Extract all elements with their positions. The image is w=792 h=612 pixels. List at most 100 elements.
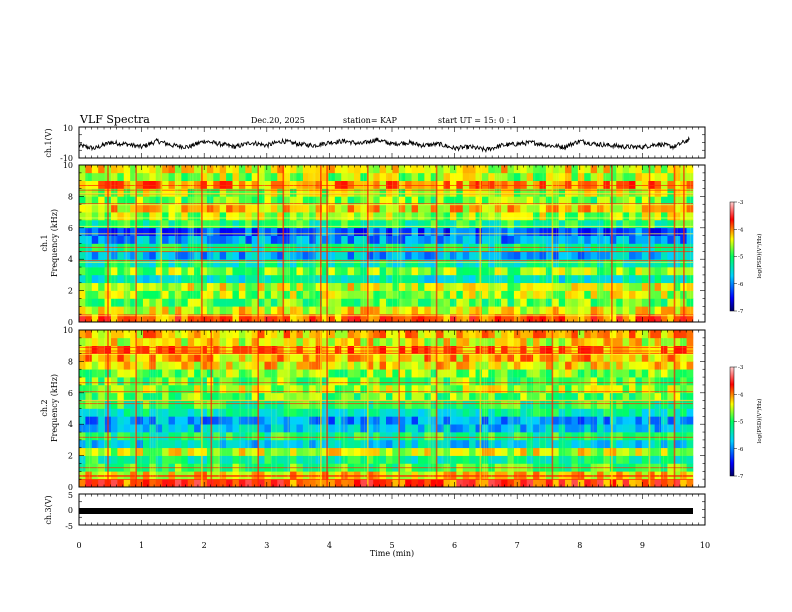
heatmap-cell — [661, 235, 668, 244]
heatmap-cell — [424, 306, 432, 315]
heatmap-cell — [110, 384, 118, 394]
heatmap-cell — [258, 180, 265, 189]
heatmap-cell — [373, 439, 380, 449]
heatmap-cell — [200, 259, 208, 268]
heatmap-cell — [142, 227, 150, 236]
heatmap-cell — [322, 377, 329, 386]
heatmap-cell — [648, 172, 655, 181]
heatmap-cell — [398, 251, 406, 260]
heatmap-cell — [149, 361, 157, 370]
heatmap-cell — [309, 314, 316, 323]
heatmap-cell — [386, 172, 393, 181]
heatmap-cell — [354, 235, 361, 244]
heatmap-cell — [609, 400, 617, 409]
heatmap-cell — [168, 447, 176, 456]
heatmap-cell — [501, 165, 508, 174]
heatmap-cell — [590, 172, 598, 181]
striation-line — [495, 172, 497, 315]
heatmap-cell — [616, 353, 623, 362]
heatmap-cell — [283, 212, 291, 221]
heatmap-cell — [91, 424, 99, 433]
heatmap-cell — [424, 439, 432, 449]
heatmap-cell — [341, 384, 348, 394]
heatmap-cell — [341, 330, 348, 339]
heatmap-cell — [520, 424, 528, 433]
heatmap-cell — [130, 251, 137, 260]
heatmap-cell — [590, 416, 598, 425]
heatmap-cell — [341, 392, 348, 401]
heatmap-cell — [354, 290, 361, 299]
heatmap-cell — [622, 408, 630, 417]
heatmap-cell — [322, 290, 329, 299]
heatmap-cell — [187, 172, 195, 181]
heatmap-cell — [565, 212, 572, 221]
heatmap-cell — [315, 432, 323, 441]
heatmap-cell — [424, 274, 432, 284]
heatmap-cell — [597, 227, 604, 236]
heatmap-cell — [577, 384, 585, 394]
heatmap-cell — [322, 212, 329, 221]
heatmap-cell — [680, 408, 687, 417]
heatmap-cell — [155, 432, 163, 441]
heatmap-cell — [85, 345, 93, 354]
heatmap-cell — [494, 165, 502, 174]
heatmap-cell — [270, 408, 278, 417]
heatmap-cell — [475, 361, 483, 370]
heatmap-cell — [635, 306, 643, 315]
heatmap-cell — [258, 165, 265, 174]
heatmap-cell — [283, 259, 291, 268]
heatmap-cell — [142, 204, 150, 213]
heatmap-cell — [603, 172, 611, 181]
heatmap-cell — [449, 345, 457, 354]
heatmap-cell — [91, 384, 99, 394]
heatmap-cell — [341, 361, 348, 370]
heatmap-cell — [443, 408, 451, 417]
colorbar-tick-label: -7 — [738, 474, 744, 480]
heatmap-cell — [373, 424, 380, 433]
heatmap-cell — [488, 282, 496, 291]
heatmap-cell — [149, 369, 157, 378]
heatmap-cell — [238, 298, 246, 307]
heatmap-cell — [270, 196, 278, 205]
heatmap-cell — [130, 353, 137, 362]
heatmap-cell — [609, 259, 617, 268]
heatmap-cell — [347, 369, 355, 378]
heatmap-cell — [354, 345, 361, 354]
heatmap-cell — [609, 345, 617, 354]
heatmap-cell — [424, 384, 432, 394]
narrowband-line — [79, 467, 693, 469]
heatmap-cell — [283, 172, 291, 181]
heatmap-cell — [328, 204, 336, 213]
heatmap-cell — [488, 306, 496, 315]
heatmap-cell — [648, 400, 655, 409]
heatmap-cell — [597, 251, 604, 260]
heatmap-cell — [136, 384, 144, 394]
heatmap-cell — [386, 432, 393, 441]
heatmap-cell — [373, 455, 380, 464]
heatmap-cell — [277, 392, 284, 401]
heatmap-cell — [168, 196, 176, 205]
heatmap-cell — [680, 479, 687, 488]
heatmap-cell — [430, 235, 438, 244]
heatmap-cell — [552, 298, 559, 307]
heatmap-cell — [629, 180, 636, 189]
event-line — [257, 165, 259, 322]
heatmap-cell — [673, 384, 681, 394]
heatmap-cell — [309, 392, 316, 401]
heatmap-cell — [123, 306, 131, 315]
heatmap-cell — [622, 369, 630, 378]
heatmap-cell — [117, 337, 125, 346]
heatmap-cell — [347, 227, 355, 236]
heatmap-cell — [91, 447, 99, 456]
heatmap-cell — [194, 345, 201, 354]
heatmap-cell — [136, 274, 144, 284]
heatmap-cell — [488, 196, 496, 205]
heatmap-cell — [571, 455, 579, 464]
heatmap-cell — [539, 384, 547, 394]
heatmap-cell — [417, 259, 425, 268]
heatmap-cell — [456, 219, 464, 229]
heatmap-cell — [469, 392, 476, 401]
heatmap-cell — [430, 267, 438, 276]
heatmap-cell — [149, 424, 157, 433]
heatmap-cell — [641, 439, 649, 449]
